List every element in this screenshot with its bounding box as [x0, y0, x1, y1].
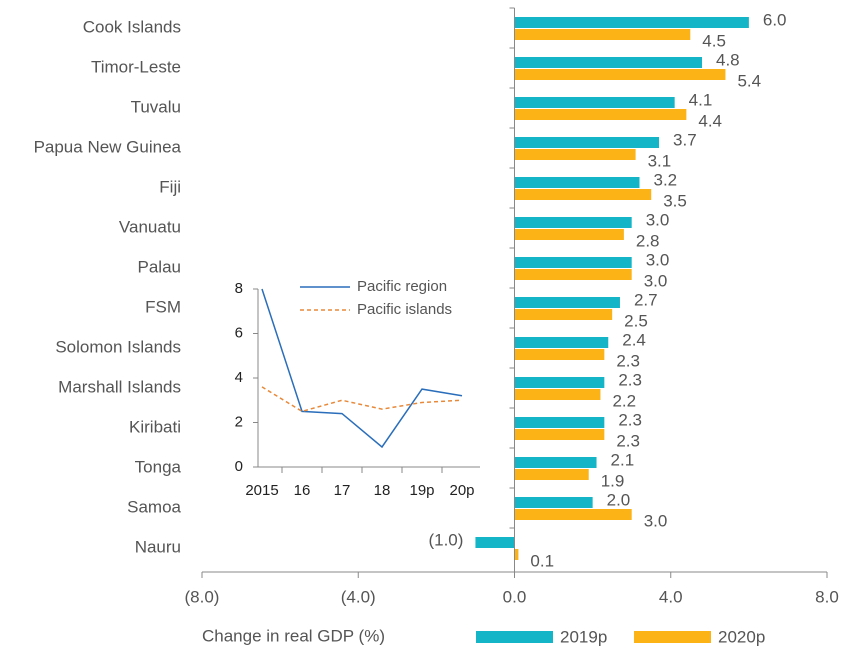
bar	[514, 97, 675, 108]
data-label: 3.0	[646, 250, 670, 269]
category-label: Vanuatu	[119, 217, 181, 236]
x-tick-label: 19p	[409, 482, 434, 499]
data-label: 3.0	[644, 271, 668, 290]
category-label: Marshall Islands	[58, 377, 181, 396]
data-label: 2.3	[618, 370, 642, 389]
x-tick-label: 17	[334, 482, 351, 499]
bar	[514, 337, 609, 348]
bar	[514, 457, 597, 468]
data-label: 3.0	[644, 511, 668, 530]
category-label: Solomon Islands	[55, 337, 181, 356]
y-tick-label: 4	[235, 369, 243, 386]
category-label: Kiribati	[129, 417, 181, 436]
bar	[514, 497, 593, 508]
data-label: 3.2	[654, 170, 678, 189]
bar	[514, 177, 640, 188]
x-tick-label: 2015	[245, 482, 278, 499]
bar	[514, 429, 605, 440]
data-label: 2.3	[616, 351, 640, 370]
data-label: 2.1	[611, 450, 635, 469]
legend-label: 2019p	[560, 627, 607, 646]
bar	[514, 349, 605, 360]
data-label: 2.8	[636, 231, 660, 250]
category-label: Samoa	[127, 497, 181, 516]
category-label: Palau	[138, 257, 181, 276]
bar	[514, 17, 749, 28]
legend-swatch	[634, 631, 711, 643]
bar	[514, 69, 726, 80]
bar	[514, 269, 632, 280]
category-label: Tuvalu	[131, 97, 181, 116]
bar	[514, 389, 601, 400]
data-label: 3.0	[646, 210, 670, 229]
y-tick-label: 8	[235, 280, 243, 297]
legend-label: Pacific region	[357, 278, 447, 295]
bar	[514, 417, 605, 428]
data-label: 2.3	[616, 431, 640, 450]
x-tick-label: (8.0)	[185, 587, 220, 606]
data-label: 3.1	[648, 151, 672, 170]
bar	[475, 537, 515, 548]
data-label: 4.1	[689, 90, 713, 109]
x-tick-label: 8.0	[815, 587, 839, 606]
bar	[514, 509, 632, 520]
x-tick-label: 0.0	[503, 587, 527, 606]
y-tick-label: 0	[235, 458, 243, 475]
series-line	[261, 288, 463, 449]
series-line	[261, 386, 463, 413]
category-label: Cook Islands	[83, 17, 181, 36]
data-label: 2.7	[634, 290, 658, 309]
category-label: FSM	[145, 297, 181, 316]
data-label: 3.5	[663, 191, 687, 210]
bar	[514, 309, 613, 320]
bar	[514, 149, 636, 160]
x-tick-label: 20p	[449, 482, 474, 499]
data-label: (1.0)	[428, 530, 463, 549]
data-label: 2.0	[607, 490, 631, 509]
bar	[514, 549, 519, 560]
data-label: 4.5	[702, 31, 726, 50]
data-label: 1.9	[601, 471, 625, 490]
bar	[514, 57, 702, 68]
y-tick-label: 2	[235, 413, 243, 430]
data-label: 0.1	[530, 551, 554, 570]
y-tick-label: 6	[235, 324, 243, 341]
bar-chart: Cook Islands 6.0 4.5 Timor-Leste 4.8 5.4 Tuval…	[34, 7, 839, 646]
legend-label: Pacific islands	[357, 301, 452, 318]
bar	[514, 257, 632, 268]
x-tick-label: 4.0	[659, 587, 683, 606]
x-tick-label: (4.0)	[341, 587, 376, 606]
data-label: 3.7	[673, 130, 697, 149]
data-label: 2.5	[624, 311, 648, 330]
data-label: 4.4	[698, 111, 722, 130]
bar	[514, 297, 620, 308]
bar	[514, 137, 660, 148]
bar	[514, 109, 687, 120]
legend-swatch	[476, 631, 553, 643]
bar	[514, 29, 691, 40]
bar	[514, 189, 652, 200]
category-label: Papua New Guinea	[34, 137, 182, 156]
data-label: 2.3	[618, 410, 642, 429]
data-label: 2.2	[612, 391, 636, 410]
bar	[514, 229, 624, 240]
category-label: Nauru	[135, 537, 181, 556]
bar	[514, 377, 605, 388]
category-label: Tonga	[135, 457, 182, 476]
x-tick-label: 18	[374, 482, 391, 499]
data-label: 4.8	[716, 50, 740, 69]
data-label: 6.0	[763, 10, 787, 29]
bar	[514, 217, 632, 228]
x-axis-label: Change in real GDP (%)	[202, 626, 385, 645]
x-tick-label: 16	[294, 482, 311, 499]
bar	[514, 469, 589, 480]
legend-label: 2020p	[718, 627, 765, 646]
category-label: Fiji	[159, 177, 181, 196]
data-label: 2.4	[622, 330, 646, 349]
inset-chart: 0 2 4 6 8 2015 16 17 18 19p 20p Pacific region Pacif…	[235, 278, 480, 499]
data-label: 5.4	[737, 71, 761, 90]
category-label: Timor-Leste	[91, 57, 181, 76]
